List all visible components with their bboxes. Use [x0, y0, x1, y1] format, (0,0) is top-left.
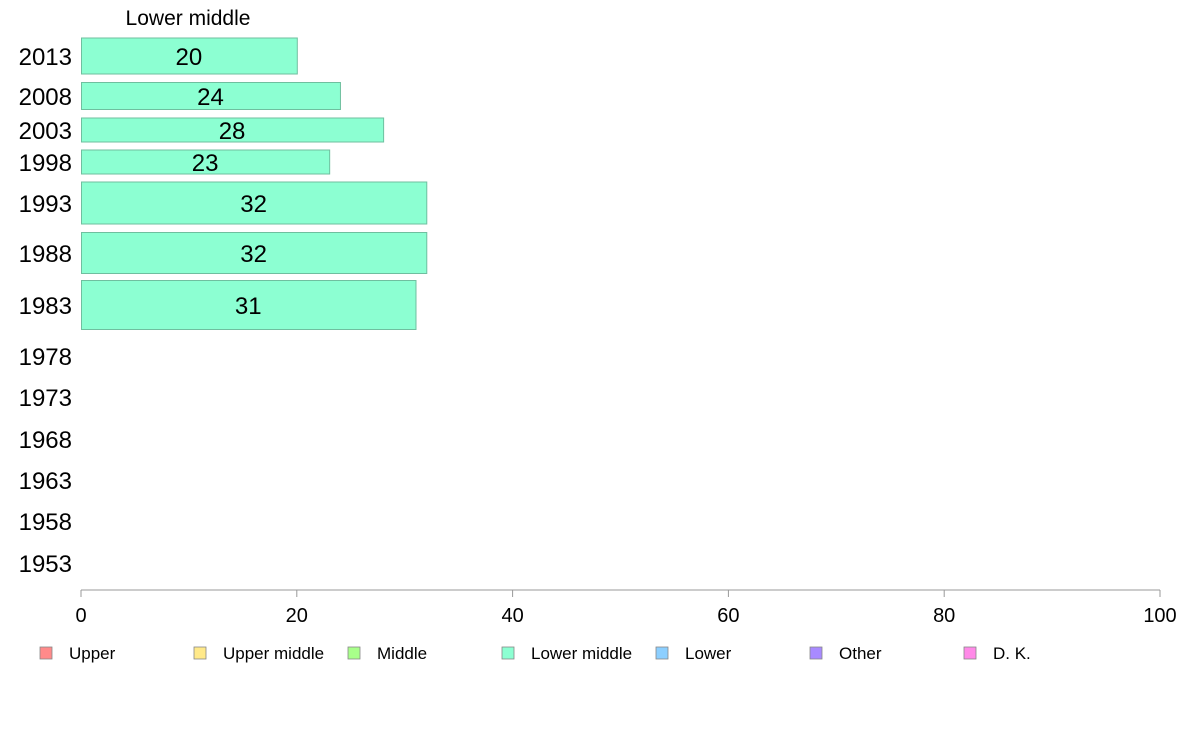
bar	[81, 232, 428, 274]
x-axis: 0 20 40 60 80 100	[75, 589, 1177, 627]
x-tick-label: 40	[501, 605, 523, 627]
legend-swatch	[39, 646, 53, 660]
year-labels: 2013 2008 2003 1998 1993 1988 1983 1978 1973 1968…	[19, 44, 72, 578]
legend-label: Other	[839, 644, 882, 663]
bar-value-label: 32	[240, 191, 267, 218]
bar-value-label: 24	[197, 84, 224, 111]
x-tick-label: 60	[717, 605, 739, 627]
bar-value-label: 31	[235, 293, 262, 320]
x-tick-label: 20	[286, 605, 308, 627]
legend-swatch	[809, 646, 823, 660]
legend-label: D. K.	[993, 644, 1031, 663]
year-label: 1968	[19, 427, 72, 454]
x-tick-label: 80	[933, 605, 955, 627]
bar-value-label: 23	[192, 150, 219, 177]
legend-swatch	[347, 646, 361, 660]
bar	[81, 37, 298, 75]
bar	[81, 82, 341, 110]
legend: Upper Upper middle Middle Lower middle Lower…	[39, 644, 1031, 663]
bar	[81, 280, 417, 330]
year-label: 1993	[19, 191, 72, 218]
x-tick-label: 100	[1143, 605, 1176, 627]
panel-title: Lower middle	[126, 7, 251, 30]
legend-swatch	[193, 646, 207, 660]
bar	[81, 181, 428, 225]
year-label: 1953	[19, 551, 72, 578]
year-label: 2003	[19, 118, 72, 145]
year-label: 1983	[19, 293, 72, 320]
legend-swatch	[655, 646, 669, 660]
year-label: 1963	[19, 468, 72, 495]
legend-label: Lower middle	[531, 644, 632, 663]
bar	[81, 117, 385, 143]
legend-label: Upper	[69, 644, 116, 663]
year-label: 1958	[19, 509, 72, 536]
year-label: 1988	[19, 241, 72, 268]
legend-label: Middle	[377, 644, 427, 663]
bar-value-label: 28	[219, 118, 246, 145]
bar-value-label: 20	[176, 44, 203, 71]
year-label: 2013	[19, 44, 72, 71]
year-label: 2008	[19, 84, 72, 111]
year-label: 1978	[19, 344, 72, 371]
x-tick-label: 0	[75, 605, 86, 627]
bar-value-label: 32	[240, 241, 267, 268]
year-label: 1998	[19, 150, 72, 177]
legend-swatch	[501, 646, 515, 660]
legend-label: Lower	[685, 644, 732, 663]
bar	[81, 149, 331, 175]
legend-swatch	[963, 646, 977, 660]
legend-label: Upper middle	[223, 644, 324, 663]
year-label: 1973	[19, 385, 72, 412]
